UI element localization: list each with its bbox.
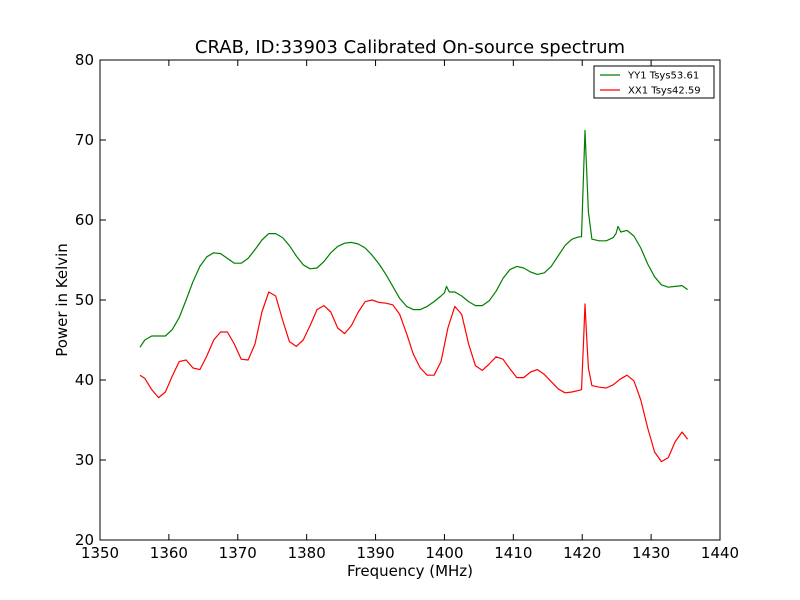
y-axis: 20 30 40 50 60 70 80 bbox=[75, 51, 720, 549]
chart-title: CRAB, ID:33903 Calibrated On-source spec… bbox=[195, 37, 625, 58]
legend-box bbox=[593, 65, 715, 99]
x-tick-label: 1360 bbox=[150, 544, 188, 562]
plot-frame bbox=[99, 59, 721, 541]
x-tick-label: 1350 bbox=[81, 544, 119, 562]
y-tick-label: 80 bbox=[75, 51, 94, 69]
x-tick-label: 1400 bbox=[425, 544, 463, 562]
x-tick-label: 1420 bbox=[563, 544, 601, 562]
y-tick-label: 20 bbox=[75, 531, 94, 549]
y-tick-label: 40 bbox=[75, 371, 94, 389]
x-tick-label: 1390 bbox=[356, 544, 394, 562]
x-tick-label: 1410 bbox=[494, 544, 532, 562]
legend: YY1 Tsys53.61 XX1 Tsys42.59 bbox=[593, 65, 715, 99]
x-axis-label: Frequency (MHz) bbox=[347, 562, 473, 580]
y-tick-label: 70 bbox=[75, 131, 94, 149]
x-axis: 1350 1360 1370 1380 1390 1400 1410 1420 1430 1440 bbox=[81, 60, 739, 562]
y-tick-label: 60 bbox=[75, 211, 94, 229]
legend-label-0: YY1 Tsys53.61 bbox=[627, 71, 699, 82]
legend-label-1: XX1 Tsys42.59 bbox=[628, 86, 701, 97]
plot-area bbox=[139, 129, 689, 463]
y-tick-label: 30 bbox=[75, 451, 94, 469]
series-line-1 bbox=[139, 291, 689, 463]
x-tick-label: 1370 bbox=[219, 544, 257, 562]
x-tick-label: 1430 bbox=[632, 544, 670, 562]
y-tick-label: 50 bbox=[75, 291, 94, 309]
x-tick-label: 1380 bbox=[288, 544, 326, 562]
series-line-0 bbox=[139, 129, 688, 348]
y-axis-label: Power in Kelvin bbox=[53, 243, 71, 357]
x-tick-label: 1440 bbox=[701, 544, 739, 562]
